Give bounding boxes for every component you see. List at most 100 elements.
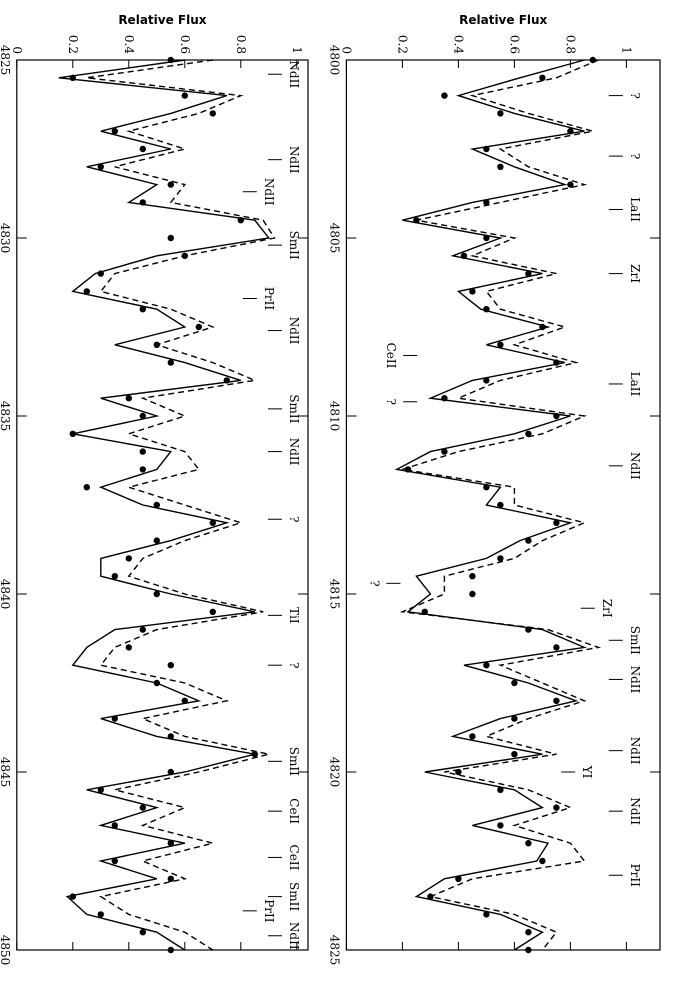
data-point [539,74,546,81]
line-id-label: TiI [287,607,301,624]
x-tick-label: 4835 [0,401,12,432]
line-id-label: SmII [287,747,301,776]
line-id-label: NdII [628,666,642,694]
line-id-label: NdII [628,797,642,825]
data-point [195,323,202,331]
line-id-label: NdII [262,178,276,206]
data-point [497,822,504,829]
panel: 0 0.2 0.4 0.6 0.8 1 4800 4805 4810 4815 4820 4825 Re… [327,13,661,965]
y-tick-label: 0.6 [507,35,521,54]
x-tick-label: 4800 [327,45,341,76]
data-point [469,288,476,295]
data-point [125,644,132,651]
data-point [181,92,188,99]
data-point [111,857,118,865]
y-tick-label: 0 [10,46,24,54]
x-tick-label: 4820 [327,757,341,788]
data-point [167,359,174,366]
line-id-label: SmII [287,882,301,911]
data-point [469,590,476,598]
data-point [153,590,160,598]
data-point [441,448,448,455]
y-tick-label: 0.2 [66,35,80,54]
y-tick-label: 0.2 [395,35,409,54]
data-point [553,697,560,704]
line-id-label: NdII [287,60,301,88]
data-point [567,181,574,188]
y-tick-label: 0 [339,46,353,54]
data-point [139,448,146,455]
data-point [139,412,146,420]
y-tick-label: 1 [619,46,633,54]
data-point [553,519,560,526]
data-point [139,466,146,473]
line-id-label: ? [628,92,642,98]
line-id-label: ZrI [628,264,642,283]
data-point [209,519,216,526]
line-id-label: ? [287,516,301,522]
data-point [111,573,118,580]
data-point [209,110,216,117]
data-point [153,501,160,509]
data-point [139,804,146,811]
data-point [167,234,174,242]
panel: 0 0.2 0.4 0.6 0.8 1 4825 4830 4835 4840 4845 4850 Re… [0,13,309,965]
line-id-label: CeII [287,845,301,871]
x-tick-label: 4830 [0,223,12,254]
line-id-label: NdII [628,737,642,765]
data-point [483,662,490,669]
data-point [455,875,462,882]
data-point [97,163,104,171]
data-point [497,341,504,348]
line-id-label: YI [580,765,594,779]
data-point [469,573,476,580]
data-point [167,662,174,669]
line-id-label: ? [628,153,642,159]
data-point [553,804,560,811]
data-point [111,822,118,829]
data-point [83,484,90,491]
x-tick-label: 4810 [327,401,341,432]
x-tick-label: 4840 [0,579,12,610]
line-id-label: ? [367,580,381,586]
line-id-label: CeII [384,343,398,369]
data-point [525,929,532,936]
data-point [497,786,504,793]
y-tick-label: 0.6 [178,35,192,54]
plot-frame [16,59,309,951]
line-id-label: NdII [287,317,301,345]
data-point [497,163,504,171]
data-point [553,644,560,651]
line-id-label: NdII [287,438,301,466]
data-point [511,715,518,722]
line-id-label: SmII [287,394,301,423]
data-point [511,679,518,687]
line-id-label: CeII [287,798,301,824]
solid-line [394,59,587,951]
line-id-label: NdII [287,146,301,174]
data-point [153,537,160,544]
data-point [483,377,490,384]
data-point [139,626,146,633]
dashed-line [399,59,602,951]
data-point [167,946,174,954]
data-point [525,430,532,437]
x-tick-label: 4815 [327,579,341,610]
data-point [441,92,448,99]
data-point [497,501,504,509]
line-id-label: SmII [628,626,642,655]
data-point [525,270,532,277]
data-point [589,56,597,64]
y-axis-label: Relative Flux [459,13,547,27]
line-id-label: PrII [262,899,276,923]
data-point [167,875,174,882]
line-id-label: LaII [628,372,642,397]
line-id-label: PrII [628,864,642,888]
data-point [525,537,532,544]
data-point [167,840,174,847]
data-point [97,911,104,918]
line-id-label: ? [384,399,398,405]
x-tick-label: 4805 [327,223,341,254]
y-tick-label: 0.8 [563,35,577,54]
